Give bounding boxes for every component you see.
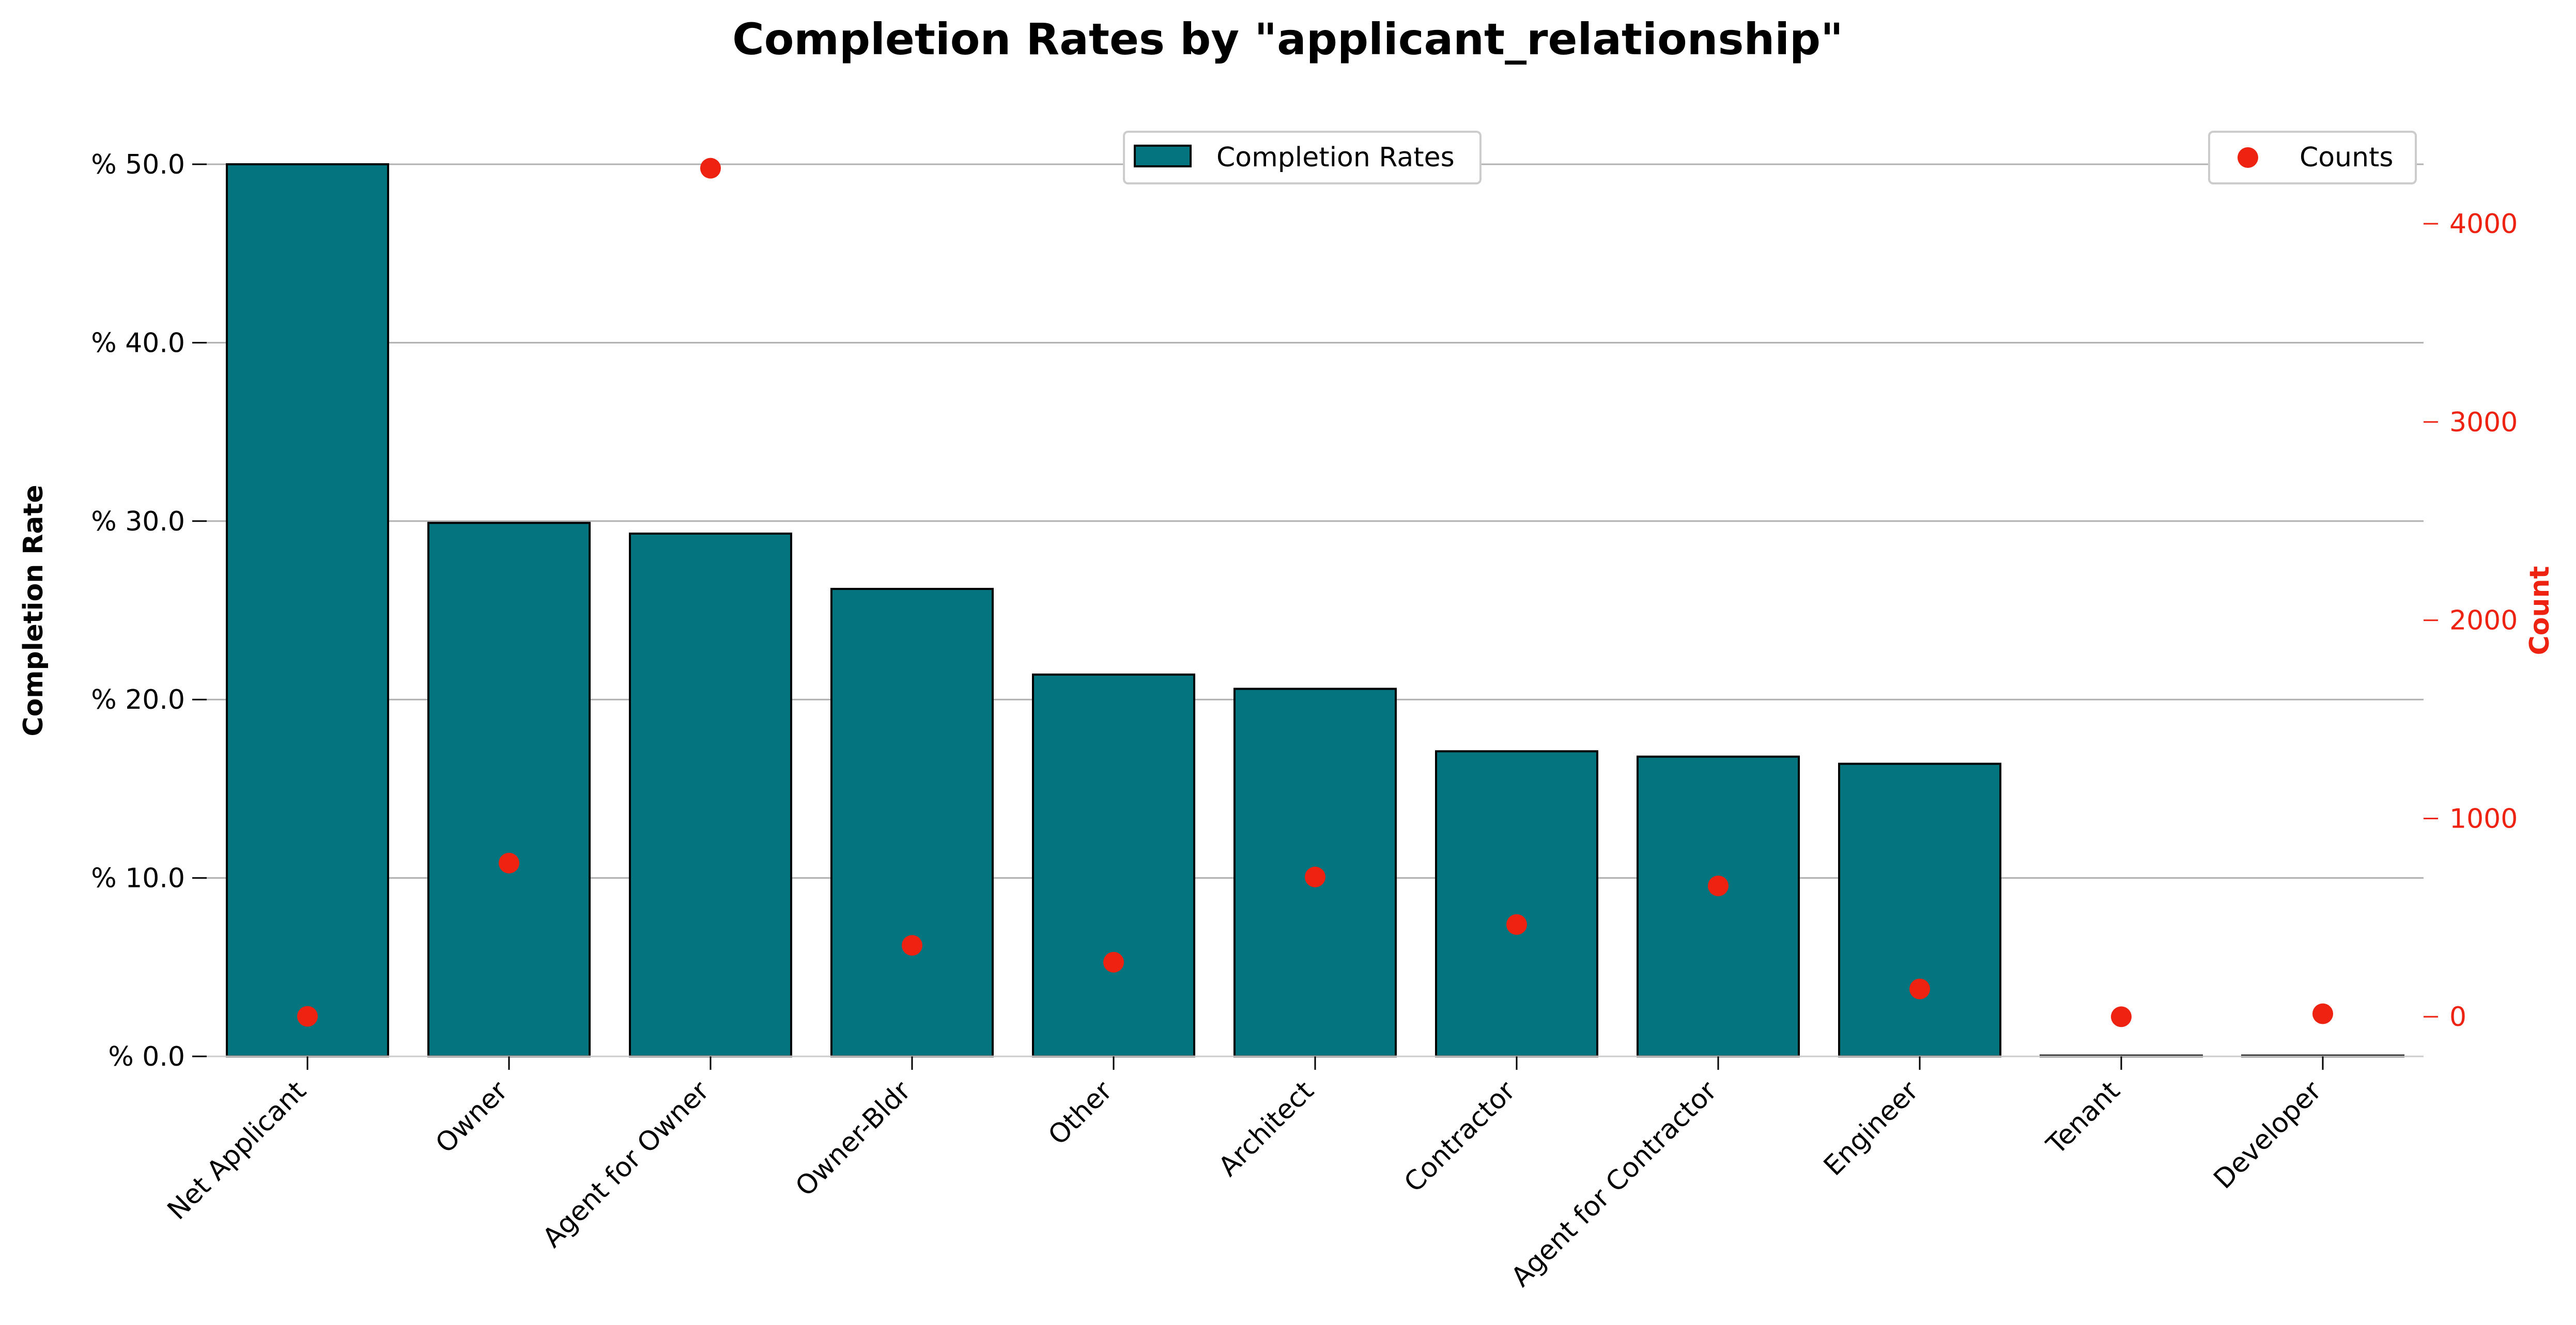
x-tick-label: Owner [430, 1075, 514, 1159]
left-axis-ticks: % 0.0 % 10.0 % 20.0 % 30.0 % 40.0 % 50.0 [91, 149, 207, 1072]
legend-count-label: Counts [2300, 142, 2394, 173]
bar [427, 522, 591, 1057]
bar [1032, 673, 1195, 1057]
count-points [297, 158, 2333, 1027]
legend-bar-swatch [1134, 145, 1192, 167]
y-tick-label: % 20.0 [91, 684, 185, 715]
bar [629, 532, 792, 1057]
x-tick-label: Agent for Owner [537, 1075, 716, 1254]
count-point [1103, 952, 1124, 973]
y-axis-label: Completion Rate [18, 485, 49, 736]
legend-box [2208, 131, 2417, 184]
y-tick-label: % 50.0 [91, 149, 185, 180]
count-point [1506, 914, 1527, 935]
legend-completion-rates: Completion Rates [1123, 131, 1482, 184]
y-tick-label: % 0.0 [108, 1041, 185, 1072]
x-tick-label: Other [1042, 1075, 1118, 1151]
y-right-tick-label: 0 [2449, 1002, 2466, 1033]
y-tick-label: % 30.0 [91, 506, 185, 537]
bars [226, 163, 2404, 1057]
x-tick-label: Net Applicant [162, 1075, 312, 1226]
bar [1435, 750, 1598, 1057]
x-tick-label: Architect [1213, 1075, 1320, 1182]
count-point [499, 852, 519, 874]
bar [1838, 762, 2001, 1057]
x-tick-label: Owner-Bldr [790, 1075, 917, 1202]
chart-title: Completion Rates by "applicant_relations… [732, 14, 1843, 65]
legend-box [1123, 131, 1482, 184]
legend-bar-label: Completion Rates [1216, 142, 1455, 173]
count-point [700, 158, 721, 179]
bar [830, 588, 994, 1057]
count-point [2312, 1003, 2333, 1024]
legend-count-marker [2238, 147, 2258, 168]
legend-counts: Counts [2208, 131, 2417, 184]
x-tick-label: Developer [2208, 1075, 2328, 1195]
right-axis-ticks: 0 1000 2000 3000 4000 [2424, 209, 2518, 1033]
x-axis-ticks: Net Applicant Owner Agent for Owner Owner-B… [162, 1056, 2328, 1293]
count-point [902, 935, 922, 956]
count-point [1909, 978, 1930, 1000]
y-right-tick-label: 1000 [2449, 803, 2518, 834]
x-tick-label: Tenant [2041, 1075, 2126, 1161]
bar [226, 163, 389, 1057]
count-point [2111, 1006, 2132, 1027]
x-tick-label: Agent for Contractor [1505, 1075, 1723, 1292]
y-right-tick-label: 2000 [2449, 605, 2518, 636]
y-tick-label: % 10.0 [91, 863, 185, 894]
x-tick-label: Contractor [1398, 1075, 1522, 1198]
x-tick-label: Engineer [1818, 1075, 1925, 1182]
bar [1637, 755, 1800, 1057]
count-point [1708, 875, 1729, 896]
count-point [1305, 866, 1325, 887]
count-point [297, 1006, 318, 1027]
y-tick-label: % 40.0 [91, 328, 185, 358]
y-right-tick-label: 4000 [2449, 209, 2518, 240]
y-axis-right-label: Count [2524, 566, 2555, 656]
y-right-tick-label: 3000 [2449, 407, 2518, 438]
